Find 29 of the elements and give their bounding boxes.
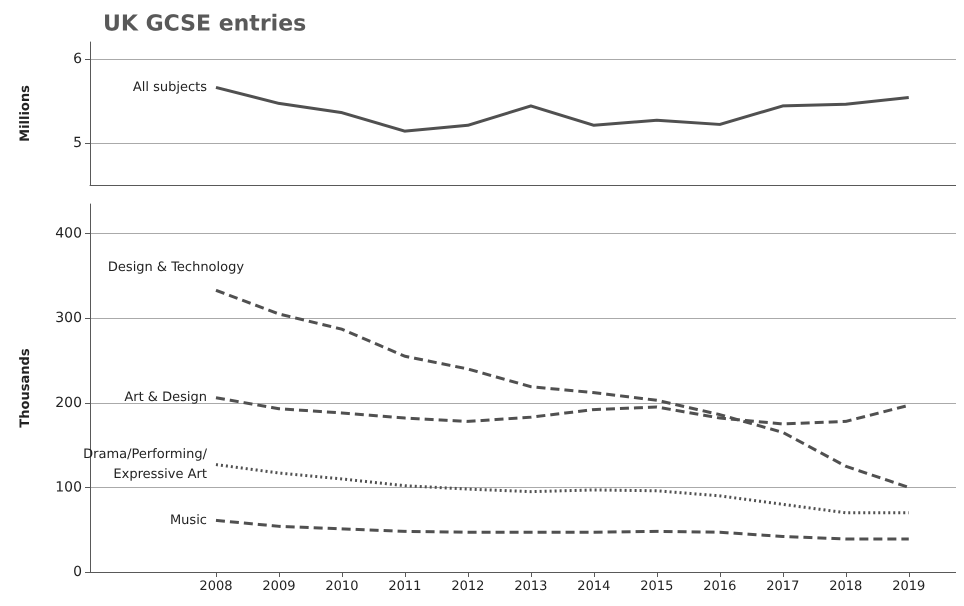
y-tick-label: 0 — [73, 564, 82, 580]
line-series — [214, 518, 910, 541]
y-axis-title: Millions — [18, 84, 33, 142]
x-tick-label: 2017 — [766, 579, 800, 594]
series-label: Music — [170, 512, 207, 528]
x-tick-label: 2014 — [577, 579, 610, 594]
x-tick-label: 2016 — [703, 579, 736, 594]
y-tick-label: 200 — [55, 394, 82, 411]
series-label: All subjects — [132, 80, 208, 95]
x-tick-label: 2011 — [388, 579, 422, 594]
y-tick-label: 5 — [73, 134, 82, 151]
y-tick-label: 400 — [55, 226, 82, 242]
x-tick-label: 2010 — [325, 579, 358, 594]
series-label: Design & Technology — [108, 260, 244, 275]
x-tick-label: 2015 — [640, 579, 674, 594]
x-tick-label: 2019 — [892, 579, 926, 594]
y-tick-label: 100 — [55, 479, 82, 496]
y-axis-title: Thousands — [18, 348, 33, 428]
x-tick-label: 2008 — [199, 579, 233, 594]
series-label: Art & Design — [124, 390, 207, 406]
y-tick-label: 300 — [55, 310, 82, 326]
x-tick-label: 2013 — [514, 579, 548, 594]
x-tick-label: 2009 — [262, 579, 296, 594]
y-tick-label: 6 — [73, 50, 82, 67]
line-series — [214, 463, 910, 514]
x-tick-label: 2012 — [451, 579, 484, 594]
line-series — [214, 86, 910, 133]
x-tick-label: 2018 — [829, 579, 862, 594]
chart-title: UK GCSE entries — [103, 12, 306, 36]
